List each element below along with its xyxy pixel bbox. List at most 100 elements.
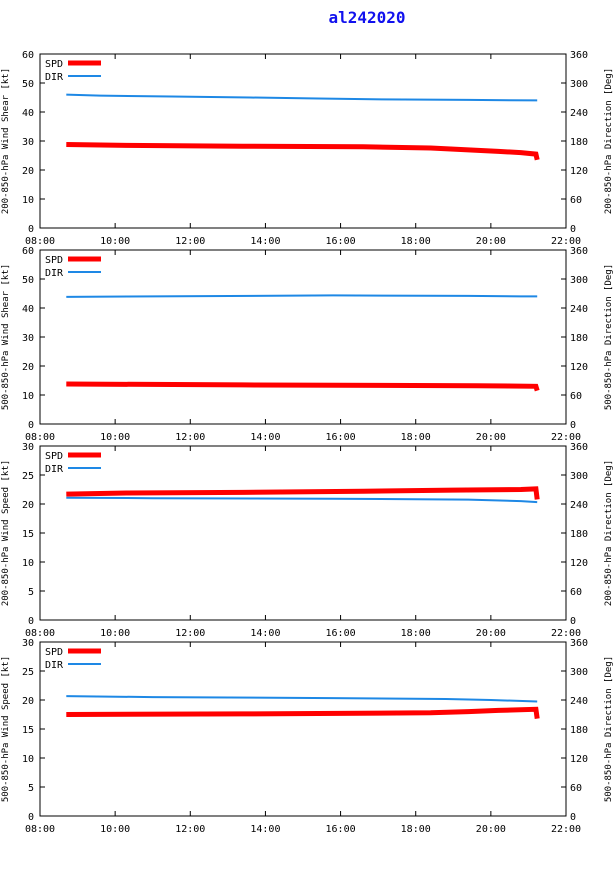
y2-tick-label: 300 (570, 275, 588, 286)
y2-tick-label: 60 (570, 783, 582, 794)
y2-tick-label: 240 (570, 304, 588, 315)
y-tick-label: 5 (28, 783, 34, 794)
chart-panel-1: 0 10 20 30 40 50 60 0 60 120 180 240 300 360 08:00 10:0… (1, 50, 614, 247)
y2-tick-label: 0 (570, 420, 576, 431)
y-tick-label: 0 (28, 616, 34, 627)
x-tick-label: 14:00 (250, 628, 280, 639)
x-tick-label: 12:00 (175, 628, 205, 639)
legend-spd-label: SPD (45, 255, 63, 266)
y-tick-label: 10 (22, 754, 34, 765)
y2-tick-label: 360 (570, 638, 588, 649)
y2-tick-label: 120 (570, 362, 588, 373)
x-tick-label: 20:00 (476, 824, 506, 835)
y-tick-label: 20 (22, 362, 34, 373)
dir-series-line (66, 93, 538, 102)
legend-dir-label: DIR (45, 72, 64, 83)
y2-tick-label: 60 (570, 195, 582, 206)
x-tick-label: 16:00 (326, 824, 356, 835)
x-tick-label: 08:00 (25, 236, 55, 247)
y-tick-label: 60 (22, 50, 34, 61)
y-tick-label: 20 (22, 696, 34, 707)
x-tick-label: 18:00 (401, 628, 431, 639)
legend-spd-label: SPD (45, 647, 63, 658)
y-axis-label: 200-850-hPa Wind Shear [kt] (1, 68, 11, 214)
y2-axis-label: 200-850-hPa Direction [Deg] (604, 460, 614, 606)
x-tick-label: 10:00 (100, 432, 130, 443)
spd-series-line (66, 381, 540, 392)
y2-tick-label: 360 (570, 246, 588, 257)
y-tick-label: 30 (22, 442, 34, 453)
x-tick-label: 08:00 (25, 628, 55, 639)
plot-frame (39, 249, 567, 425)
y2-tick-label: 300 (570, 471, 588, 482)
x-tick-label: 12:00 (175, 236, 205, 247)
y-tick-label: 25 (22, 667, 34, 678)
x-tick-label: 16:00 (326, 432, 356, 443)
y-tick-label: 30 (22, 638, 34, 649)
y-tick-label: 30 (22, 333, 34, 344)
y-axis-label: 500-850-hPa Wind Shear [kt] (1, 264, 11, 410)
chart-panel-2: 0 10 20 30 40 50 60 0 60 120 180 240 300 360 08:00 10:0… (1, 246, 614, 443)
y-tick-label: 30 (22, 137, 34, 148)
x-tick-label: 18:00 (401, 432, 431, 443)
spd-series-line (66, 706, 540, 719)
y-tick-label: 0 (28, 224, 34, 235)
y2-tick-label: 60 (570, 587, 582, 598)
dir-series-line (66, 294, 538, 298)
y-tick-label: 20 (22, 166, 34, 177)
y2-tick-label: 240 (570, 108, 588, 119)
y2-tick-label: 240 (570, 696, 588, 707)
y2-tick-label: 60 (570, 391, 582, 402)
y2-tick-label: 120 (570, 754, 588, 765)
legend-spd-label: SPD (45, 59, 63, 70)
x-tick-label: 12:00 (175, 824, 205, 835)
y2-tick-label: 180 (570, 333, 588, 344)
y2-tick-label: 180 (570, 137, 588, 148)
y-tick-label: 20 (22, 500, 34, 511)
y-tick-label: 10 (22, 195, 34, 206)
y-tick-label: 10 (22, 391, 34, 402)
y-tick-label: 40 (22, 108, 34, 119)
x-tick-label: 16:00 (326, 628, 356, 639)
x-tick-label: 14:00 (250, 824, 280, 835)
x-tick-label: 22:00 (551, 824, 581, 835)
y-tick-label: 40 (22, 304, 34, 315)
y-tick-label: 0 (28, 420, 34, 431)
dir-series-line (66, 695, 538, 703)
legend-dir-label: DIR (45, 268, 64, 279)
y2-axis-label: 200-850-hPa Direction [Deg] (604, 68, 614, 214)
spd-series-line (66, 486, 540, 500)
y-tick-label: 15 (22, 725, 34, 736)
x-tick-label: 10:00 (100, 236, 130, 247)
x-tick-label: 10:00 (100, 628, 130, 639)
y-tick-label: 25 (22, 471, 34, 482)
x-tick-label: 14:00 (250, 236, 280, 247)
y-tick-label: 50 (22, 275, 34, 286)
y-tick-label: 60 (22, 246, 34, 257)
y-axis-label: 500-850-hPa Wind Speed [kt] (1, 656, 11, 802)
x-tick-label: 10:00 (100, 824, 130, 835)
x-tick-label: 22:00 (551, 628, 581, 639)
y2-axis-label: 500-850-hPa Direction [Deg] (604, 656, 614, 802)
spd-series-line (66, 142, 540, 161)
y2-tick-label: 120 (570, 558, 588, 569)
y-tick-label: 0 (28, 812, 34, 823)
legend-dir-label: DIR (45, 660, 64, 671)
y2-tick-label: 240 (570, 500, 588, 511)
y-tick-label: 50 (22, 79, 34, 90)
y-tick-label: 5 (28, 587, 34, 598)
y2-tick-label: 180 (570, 529, 588, 540)
x-tick-label: 22:00 (551, 236, 581, 247)
x-tick-label: 12:00 (175, 432, 205, 443)
x-tick-label: 08:00 (25, 824, 55, 835)
y2-tick-label: 0 (570, 616, 576, 627)
y2-tick-label: 360 (570, 50, 588, 61)
y2-tick-label: 300 (570, 667, 588, 678)
y2-tick-label: 0 (570, 812, 576, 823)
y2-tick-label: 180 (570, 725, 588, 736)
x-tick-label: 20:00 (476, 236, 506, 247)
plot-frame (39, 53, 567, 229)
plot-frame (39, 445, 567, 621)
y2-tick-label: 120 (570, 166, 588, 177)
